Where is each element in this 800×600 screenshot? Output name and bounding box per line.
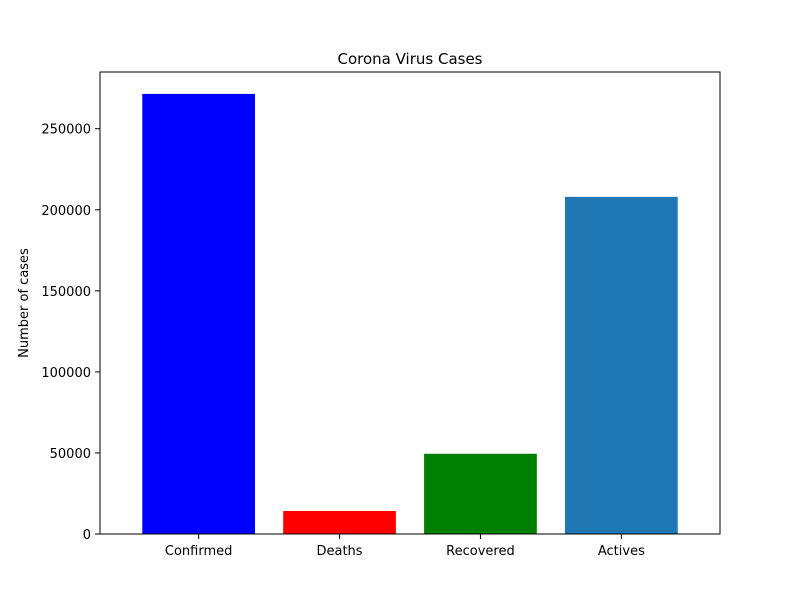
x-tick-label: Confirmed (165, 544, 233, 559)
bars-layer (142, 93, 678, 535)
x-tick-label: Actives (598, 544, 645, 559)
x-tick-label: Deaths (316, 544, 362, 559)
y-tick-label: 50000 (50, 447, 91, 462)
bar-deaths (283, 510, 396, 534)
y-axis-title: Number of cases (17, 248, 32, 358)
bar-recovered (424, 453, 537, 534)
y-tick-label: 0 (83, 528, 91, 543)
y-tick-label: 200000 (41, 204, 91, 219)
y-tick-label: 150000 (41, 285, 91, 300)
bar-confirmed (142, 93, 255, 534)
bar-actives (565, 196, 678, 535)
x-axis: Confirmed Deaths Recovered Actives (165, 534, 645, 559)
chart-title: Corona Virus Cases (337, 50, 482, 68)
plot-frame (99, 71, 721, 535)
y-tick-label: 250000 (41, 123, 91, 138)
y-tick-label: 100000 (41, 366, 91, 381)
x-tick-label: Recovered (446, 544, 515, 559)
y-axis: 0 50000 100000 150000 200000 250000 (41, 123, 100, 543)
